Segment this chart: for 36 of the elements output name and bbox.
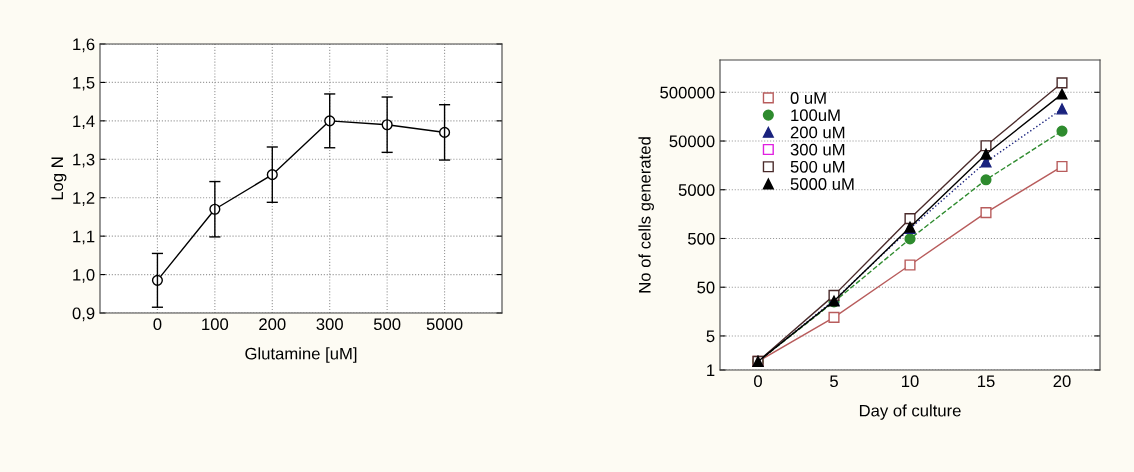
y-tick-label: 1,4	[73, 115, 95, 130]
y-axis-title: Log N	[51, 157, 67, 200]
x-tick-label: 200	[259, 318, 286, 331]
legend-label: 300 uM	[790, 143, 845, 156]
legend-label: 100uM	[791, 109, 840, 122]
x-tick-label: 5000	[426, 318, 463, 331]
y-tick-label: 1,2	[73, 192, 95, 206]
x-tick-label: 100	[202, 318, 229, 331]
legend-label: 5000 uM	[790, 178, 854, 190]
x-axis-title: Day of culture	[859, 404, 961, 420]
legend-label: 200 uM	[790, 126, 845, 139]
x-tick-label: 0	[754, 375, 762, 388]
y-tick-label: 1,5	[73, 77, 95, 91]
y-tick-label: 1,1	[73, 230, 95, 245]
y-tick-label: 50	[697, 281, 715, 294]
y-tick-label: 500000	[660, 86, 715, 99]
y-tick-label: 0,9	[72, 307, 95, 322]
y-tick-label: 50000	[669, 135, 715, 148]
y-tick-label: 1,0	[73, 268, 95, 283]
y-tick-label: 500	[688, 232, 715, 245]
x-tick-label: 300	[316, 318, 343, 331]
y-tick-label: 5000	[678, 184, 715, 196]
x-tick-label: 0	[153, 318, 162, 331]
y-tick-label: 1,3	[73, 153, 95, 168]
x-axis-title: Glutamine [uM]	[245, 347, 357, 363]
x-tick-label: 15	[978, 375, 995, 388]
x-tick-label: 5	[830, 375, 838, 388]
legend-label: 0 uM	[790, 92, 826, 104]
x-tick-label: 500	[373, 318, 401, 331]
x-tick-label: 20	[1053, 375, 1071, 388]
x-tick-label: 10	[902, 375, 919, 388]
y-tick-label: 5	[706, 330, 715, 343]
y-tick-label: 1	[707, 364, 715, 377]
legend-label: 500 uM	[790, 160, 845, 173]
y-axis-title: No of cells generated	[638, 137, 654, 293]
y-tick-label: 1,6	[73, 38, 95, 53]
